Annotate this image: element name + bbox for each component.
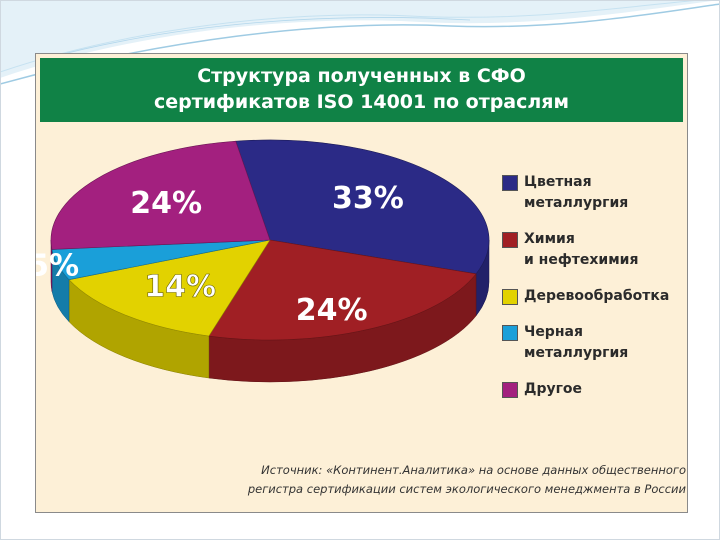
pie-slice-0 bbox=[235, 139, 490, 275]
source-line-2: регистра сертификации систем экологическ… bbox=[247, 482, 686, 496]
chart-title: Структура полученных в СФО сертификатов … bbox=[40, 58, 683, 122]
pie-label-0: 33% bbox=[332, 181, 404, 216]
legend-swatch-2 bbox=[502, 289, 518, 305]
legend-swatch-1 bbox=[502, 232, 518, 248]
legend-swatch-3 bbox=[502, 325, 518, 341]
legend-swatch-4 bbox=[502, 382, 518, 398]
pie-label-4: 24% bbox=[130, 186, 202, 221]
pie-label-1: 24% bbox=[296, 293, 368, 328]
pie-slice-1 bbox=[208, 239, 477, 341]
pie-labels: 33% 24% 14% 5% 24% bbox=[36, 181, 404, 328]
chart-figure: Структура полученных в СФО сертификатов … bbox=[35, 53, 688, 513]
pie-slice-4 bbox=[50, 140, 271, 250]
chart-legend: Цветная металлургия Химия и нефтехимия Дер… bbox=[502, 172, 687, 415]
legend-item-4: Другое bbox=[502, 379, 687, 400]
legend-label-4: Другое bbox=[524, 381, 583, 397]
pie-chart: 33% 24% 14% 5% 24% bbox=[36, 139, 490, 383]
pie-slice-2 bbox=[68, 239, 271, 337]
pie-label-3: 5% bbox=[36, 248, 79, 283]
legend-item-1: Химия и нефтехимия bbox=[502, 229, 687, 271]
legend-label-2: Деревообработка bbox=[524, 288, 670, 304]
pie-tops bbox=[50, 139, 490, 341]
legend-swatch-0 bbox=[502, 175, 518, 191]
pie-label-2: 14% bbox=[144, 270, 216, 305]
legend-item-0: Цветная металлургия bbox=[502, 172, 687, 214]
pie-sides bbox=[50, 239, 490, 383]
source-line-1: Источник: «Континент.Аналитика» на основ… bbox=[261, 463, 686, 477]
chart-title-line-2: сертификатов ISO 14001 по отраслям bbox=[153, 91, 570, 113]
chart-title-line-1: Структура полученных в СФО bbox=[197, 65, 526, 87]
legend-item-3: Черная металлургия bbox=[502, 322, 687, 364]
legend-label-0: Цветная металлургия bbox=[524, 174, 629, 211]
slide-decoration bbox=[0, 0, 720, 85]
legend-label-1: Химия и нефтехимия bbox=[524, 231, 639, 268]
legend-label-3: Черная металлургия bbox=[524, 324, 629, 361]
source-note: Источник: «Континент.Аналитика» на основ… bbox=[146, 461, 686, 499]
legend-item-2: Деревообработка bbox=[502, 286, 687, 307]
